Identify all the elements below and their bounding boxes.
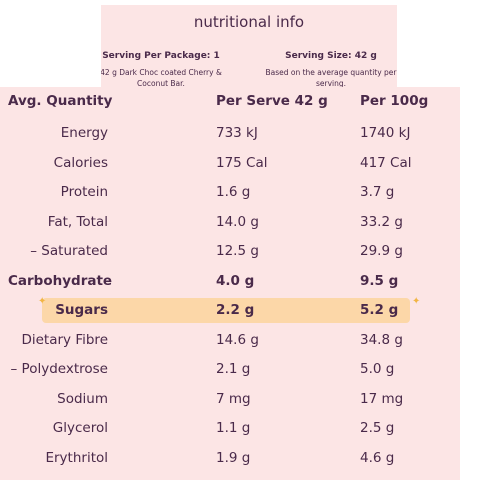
serving-label: Serving Size: 42 g xyxy=(285,51,377,61)
row-label: Carbohydrate xyxy=(8,272,113,289)
serving-label: Serving Per Package: 1 xyxy=(102,51,220,61)
cell-value: 9.5 g xyxy=(360,272,399,289)
cell-value: 2.2 g xyxy=(216,302,255,318)
cell-value: 4.0 g xyxy=(216,272,255,289)
cell-value: 5.0 g xyxy=(360,361,395,377)
row-label: Dietary Fibre xyxy=(21,331,108,348)
cell-value: 175 Cal xyxy=(216,154,268,171)
row-label: – Polydextrose xyxy=(10,361,108,377)
row-label: Sodium xyxy=(57,390,108,407)
cell-value: 1.6 g xyxy=(216,184,251,200)
row-label: Energy xyxy=(60,125,108,141)
title: nutritional info xyxy=(193,13,305,31)
cell-value: 14.0 g xyxy=(216,213,259,230)
cell-value: 4.6 g xyxy=(360,449,395,466)
cell-value: 29.9 g xyxy=(360,243,403,259)
cell-value: 2.1 g xyxy=(216,361,251,377)
cell-value: 1.9 g xyxy=(216,449,251,466)
row-label: Fat, Total xyxy=(47,213,108,230)
cell-value: 3.7 g xyxy=(360,184,395,200)
cell-value: 5.2 g xyxy=(360,302,399,318)
row-label: Calories xyxy=(53,154,108,171)
cell-value: 1740 kJ xyxy=(360,125,411,141)
row-label: Erythritol xyxy=(45,449,108,466)
sparkle: ✦ xyxy=(412,296,421,307)
highlight xyxy=(42,298,410,323)
cell-value: 34.8 g xyxy=(360,331,403,348)
column-header: Per Serve 42 g xyxy=(216,93,328,109)
cell-value: 7 mg xyxy=(216,390,251,407)
cell-value: 733 kJ xyxy=(216,125,258,141)
cell-value: 17 mg xyxy=(360,390,404,407)
column-header: Per 100g xyxy=(360,93,429,109)
cell-value: 14.6 g xyxy=(216,331,259,348)
row-label: – Saturated xyxy=(30,243,108,259)
row-label: Glycerol xyxy=(52,420,108,436)
cell-value: 1.1 g xyxy=(216,420,251,436)
serving-note: 42 g Dark Choc coated Cherry & Coconut B… xyxy=(101,68,222,87)
row-label: Sugars xyxy=(55,302,108,318)
info-box: nutritional info Serving Per Package: 1 … xyxy=(101,5,397,87)
serving-note: Based on the average quantity per servin… xyxy=(265,68,397,87)
table: Avg. Quantity Per Serve 42 g Per 100g Energ… xyxy=(0,87,460,480)
cell-value: 2.5 g xyxy=(360,420,395,436)
cell-value: 417 Cal xyxy=(360,154,412,171)
column-header: Avg. Quantity xyxy=(8,93,113,109)
cell-value: 12.5 g xyxy=(216,243,259,259)
cell-value: 33.2 g xyxy=(360,213,403,230)
row-label: Protein xyxy=(60,184,108,200)
sparkle: ✦ xyxy=(38,296,47,307)
